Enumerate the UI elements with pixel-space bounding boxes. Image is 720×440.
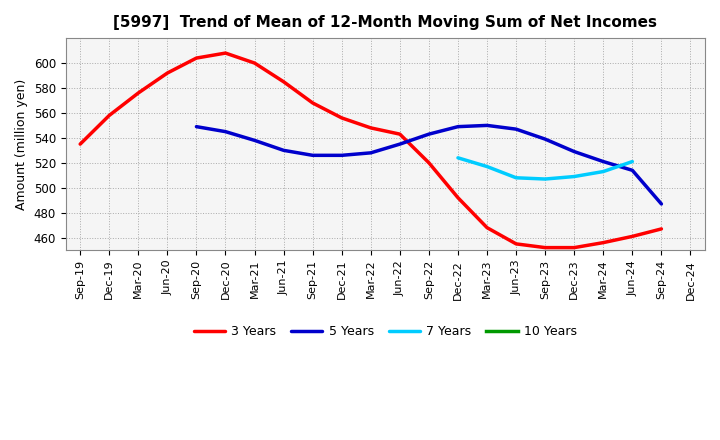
Y-axis label: Amount (million yen): Amount (million yen)	[15, 78, 28, 210]
Legend: 3 Years, 5 Years, 7 Years, 10 Years: 3 Years, 5 Years, 7 Years, 10 Years	[189, 320, 582, 343]
Title: [5997]  Trend of Mean of 12-Month Moving Sum of Net Incomes: [5997] Trend of Mean of 12-Month Moving …	[113, 15, 657, 30]
